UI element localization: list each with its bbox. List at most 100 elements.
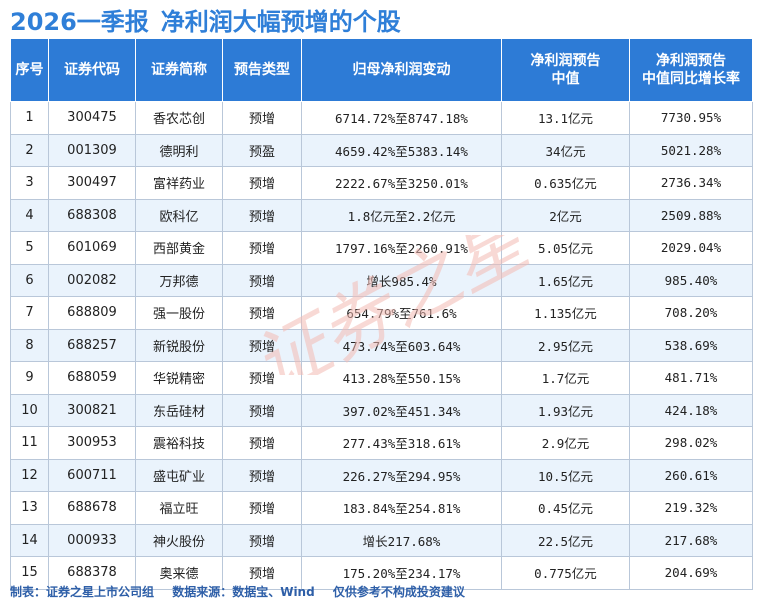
- table-cell: 1.8亿元至2.2亿元: [301, 198, 502, 232]
- table-cell: 1: [10, 101, 49, 135]
- table-cell: 华锐精密: [135, 361, 223, 395]
- table-cell: 001309: [48, 133, 136, 167]
- table-cell: 22.5亿元: [501, 523, 630, 557]
- table-cell: 002082: [48, 263, 136, 297]
- column-header: 序号: [10, 38, 49, 102]
- footer-made-by: 制表：证券之星上市公司组: [10, 585, 155, 599]
- table-cell: 2736.34%: [629, 166, 753, 200]
- table-cell: 盛屯矿业: [135, 458, 223, 492]
- table-cell: 德明利: [135, 133, 223, 167]
- table-row: 5 601069 西部黄金 预增 1797.16%至2260.91% 5.05亿元 2029…: [10, 231, 753, 265]
- table-cell: 1.93亿元: [501, 393, 630, 427]
- table-cell: 260.61%: [629, 458, 753, 492]
- table-cell: 0.45亿元: [501, 491, 630, 525]
- table-cell: 13.1亿元: [501, 101, 630, 135]
- table-cell: 预增: [222, 166, 302, 200]
- table-cell: 2: [10, 133, 49, 167]
- table-cell: 0.635亿元: [501, 166, 630, 200]
- table-cell: 424.18%: [629, 393, 753, 427]
- table-cell: 新锐股份: [135, 328, 223, 362]
- table-cell: 东岳硅材: [135, 393, 223, 427]
- table-cell: 300953: [48, 426, 136, 460]
- table-row: 7 688809 强一股份 预增 654.79%至761.6% 1.135亿元 708.20…: [10, 296, 753, 330]
- table-cell: 2.95亿元: [501, 328, 630, 362]
- table-cell: 8: [10, 328, 49, 362]
- table-cell: 12: [10, 458, 49, 492]
- table-cell: 277.43%至318.61%: [301, 426, 502, 460]
- table-cell: 413.28%至550.15%: [301, 361, 502, 395]
- table-cell: 西部黄金: [135, 231, 223, 265]
- footer-source: 数据来源：数据宝、Wind: [172, 585, 315, 599]
- table-cell: 600711: [48, 458, 136, 492]
- table-cell: 226.27%至294.95%: [301, 458, 502, 492]
- table-row: 9 688059 华锐精密 预增 413.28%至550.15% 1.7亿元 481.71%: [10, 361, 753, 395]
- table-cell: 708.20%: [629, 296, 753, 330]
- table-cell: 397.02%至451.34%: [301, 393, 502, 427]
- table-cell: 2509.88%: [629, 198, 753, 232]
- table-cell: 富祥药业: [135, 166, 223, 200]
- table-cell: 6: [10, 263, 49, 297]
- table-cell: 2029.04%: [629, 231, 753, 265]
- table-cell: 473.74%至603.64%: [301, 328, 502, 362]
- table-row: 8 688257 新锐股份 预增 473.74%至603.64% 2.95亿元 538.69…: [10, 328, 753, 362]
- table-cell: 5: [10, 231, 49, 265]
- table-cell: 香农芯创: [135, 101, 223, 135]
- table-cell: 预增: [222, 231, 302, 265]
- table-row: 14 000933 神火股份 预增 增长217.68% 22.5亿元 217.68%: [10, 523, 753, 557]
- table-cell: 34亿元: [501, 133, 630, 167]
- table-cell: 强一股份: [135, 296, 223, 330]
- table-row: 1 300475 香农芯创 预增 6714.72%至8747.18% 13.1亿元 7730…: [10, 101, 753, 135]
- column-header: 预告类型: [222, 38, 302, 102]
- table-header-row: 序号 证券代码 证券简称 预告类型 归母净利润变动 净利润预告 中值 净利润预告…: [10, 38, 753, 102]
- table-cell: 688809: [48, 296, 136, 330]
- table-cell: 预增: [222, 296, 302, 330]
- footer: 制表：证券之星上市公司组 数据来源：数据宝、Wind 仅供参考不构成投资建议: [10, 583, 479, 601]
- table-cell: 000933: [48, 523, 136, 557]
- table-cell: 5021.28%: [629, 133, 753, 167]
- column-header: 证券代码: [48, 38, 136, 102]
- table-cell: 预增: [222, 523, 302, 557]
- table-row: 2 001309 德明利 预盈 4659.42%至5383.14% 34亿元 5021.28…: [10, 133, 753, 167]
- page-title: 2026一季报 净利润大幅预增的个股: [10, 2, 401, 36]
- table-cell: 预增: [222, 458, 302, 492]
- table-cell: 688059: [48, 361, 136, 395]
- column-header: 归母净利润变动: [301, 38, 502, 102]
- table-cell: 奥来德: [135, 556, 223, 590]
- table-cell: 298.02%: [629, 426, 753, 460]
- table-row: 12 600711 盛屯矿业 预增 226.27%至294.95% 10.5亿元 260.6…: [10, 458, 753, 492]
- table-cell: 6714.72%至8747.18%: [301, 101, 502, 135]
- table-cell: 1.7亿元: [501, 361, 630, 395]
- table-cell: 增长985.4%: [301, 263, 502, 297]
- table-cell: 9: [10, 361, 49, 395]
- table-cell: 300497: [48, 166, 136, 200]
- title-topic: 净利润大幅预增的个股: [160, 7, 401, 36]
- table-row: 13 688678 福立旺 预增 183.84%至254.81% 0.45亿元 219.32…: [10, 491, 753, 525]
- column-header: 净利润预告 中值同比增长率: [629, 38, 753, 102]
- table-cell: 增长217.68%: [301, 523, 502, 557]
- table-cell: 1.65亿元: [501, 263, 630, 297]
- table-cell: 2亿元: [501, 198, 630, 232]
- footer-disclaimer: 仅供参考不构成投资建议: [332, 585, 465, 599]
- table-cell: 0.775亿元: [501, 556, 630, 590]
- table-cell: 4: [10, 198, 49, 232]
- table-cell: 15: [10, 556, 49, 590]
- table-cell: 654.79%至761.6%: [301, 296, 502, 330]
- table-cell: 2.9亿元: [501, 426, 630, 460]
- table-cell: 5.05亿元: [501, 231, 630, 265]
- table-row: 10 300821 东岳硅材 预增 397.02%至451.34% 1.93亿元 424.1…: [10, 393, 753, 427]
- table-cell: 预增: [222, 328, 302, 362]
- table-cell: 欧科亿: [135, 198, 223, 232]
- table-cell: 10.5亿元: [501, 458, 630, 492]
- table-cell: 300821: [48, 393, 136, 427]
- table-cell: 2222.67%至3250.01%: [301, 166, 502, 200]
- table-cell: 204.69%: [629, 556, 753, 590]
- table-cell: 183.84%至254.81%: [301, 491, 502, 525]
- table-cell: 预盈: [222, 133, 302, 167]
- table-row: 15 688378 奥来德 预增 175.20%至234.17% 0.775亿元 204.6…: [10, 556, 753, 590]
- table-row: 11 300953 震裕科技 预增 277.43%至318.61% 2.9亿元 298.02…: [10, 426, 753, 460]
- table-cell: 300475: [48, 101, 136, 135]
- table-cell: 175.20%至234.17%: [301, 556, 502, 590]
- table-cell: 预增: [222, 426, 302, 460]
- table-cell: 688257: [48, 328, 136, 362]
- table-cell: 预增: [222, 101, 302, 135]
